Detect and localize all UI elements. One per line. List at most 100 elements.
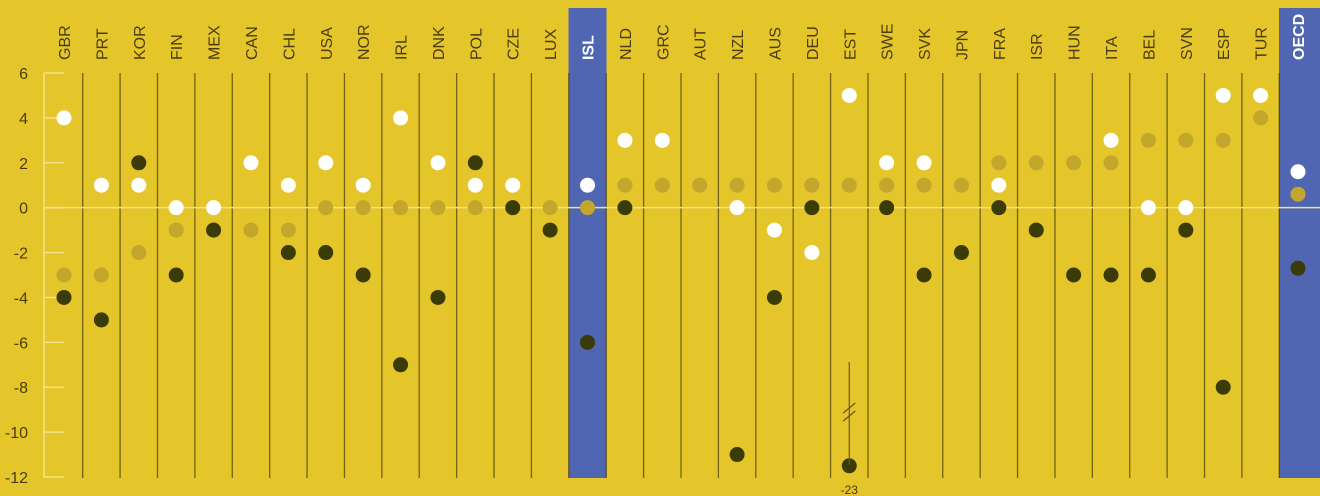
point-light-kor — [131, 245, 147, 261]
category-label-nzl: NZL — [730, 30, 747, 60]
data-points — [56, 87, 1306, 474]
category-label-aut: AUT — [693, 28, 710, 60]
highlight-band-oecd — [1279, 8, 1320, 478]
point-white-irl — [393, 110, 409, 126]
y-tick-label: 0 — [19, 201, 28, 218]
point-dark-nzl — [729, 447, 745, 463]
point-white-est — [841, 87, 857, 103]
point-dark-kor — [131, 155, 147, 171]
point-white-aus — [766, 222, 782, 238]
point-white-nzl — [729, 200, 745, 216]
point-dark-pol — [467, 155, 483, 171]
point-dark-isr — [1028, 222, 1044, 238]
category-label-kor: KOR — [132, 25, 149, 60]
category-label-hun: HUN — [1067, 25, 1084, 60]
point-light-nzl — [729, 177, 745, 193]
point-white-fra — [991, 177, 1007, 193]
point-white-usa — [318, 155, 334, 171]
category-label-nld: NLD — [618, 28, 635, 60]
point-white-svk — [916, 155, 932, 171]
point-light-nld — [617, 177, 633, 193]
y-tick-label: -10 — [5, 425, 28, 442]
point-white-cze — [505, 177, 521, 193]
point-light-chl — [280, 222, 296, 238]
category-label-est: EST — [842, 29, 859, 60]
y-tick-label: -8 — [14, 380, 28, 397]
point-dark-cze — [505, 200, 521, 216]
point-white-nor — [355, 177, 371, 193]
category-label-oecd: OECD — [1291, 14, 1308, 60]
category-label-fra: FRA — [992, 28, 1009, 60]
point-dark-est — [841, 458, 857, 474]
category-label-jpn: JPN — [954, 30, 971, 60]
point-white-isl — [580, 177, 596, 193]
category-label-isl: ISL — [581, 35, 598, 60]
point-white-chl — [280, 177, 296, 193]
point-dark-nld — [617, 200, 633, 216]
point-dark-swe — [879, 200, 895, 216]
point-light-lux — [542, 200, 558, 216]
point-white-can — [243, 155, 259, 171]
category-label-pol: POL — [468, 28, 485, 60]
point-light-dnk — [430, 200, 446, 216]
category-label-deu: DEU — [805, 26, 822, 60]
point-white-tur — [1253, 87, 1269, 103]
point-light-can — [243, 222, 259, 238]
point-light-usa — [318, 200, 334, 216]
y-tick-label: 2 — [19, 156, 28, 173]
annotations: -23 — [841, 362, 858, 496]
category-label-prt: PRT — [94, 28, 111, 60]
category-label-fin: FIN — [169, 34, 186, 60]
category-label-aus: AUS — [767, 27, 784, 60]
y-tick-label: -4 — [14, 290, 28, 307]
category-label-svk: SVK — [917, 28, 934, 60]
category-label-tur: TUR — [1254, 27, 1271, 60]
point-dark-gbr — [56, 289, 72, 305]
point-light-grc — [654, 177, 670, 193]
point-light-oecd — [1290, 186, 1306, 202]
point-dark-mex — [206, 222, 222, 238]
point-white-mex — [206, 200, 222, 216]
category-label-usa: USA — [319, 27, 336, 60]
point-white-prt — [93, 177, 109, 193]
point-light-irl — [393, 200, 409, 216]
point-white-deu — [804, 245, 820, 261]
point-light-bel — [1140, 132, 1156, 148]
point-dark-bel — [1140, 267, 1156, 283]
category-label-mex: MEX — [207, 25, 224, 60]
point-light-prt — [93, 267, 109, 283]
point-dark-jpn — [953, 245, 969, 261]
category-label-chl: CHL — [281, 28, 298, 60]
point-light-pol — [467, 200, 483, 216]
category-label-dnk: DNK — [431, 26, 448, 60]
point-dark-prt — [93, 312, 109, 328]
point-dark-deu — [804, 200, 820, 216]
highlight-band-isl — [568, 8, 607, 478]
y-tick-label: 6 — [19, 66, 28, 83]
point-white-dnk — [430, 155, 446, 171]
point-light-nor — [355, 200, 371, 216]
highlight-layer — [568, 8, 1320, 478]
point-dark-esp — [1215, 379, 1231, 395]
point-light-hun — [1066, 155, 1082, 171]
y-tick-label: -12 — [5, 470, 28, 487]
point-dark-aus — [766, 289, 782, 305]
category-label-esp: ESP — [1216, 28, 1233, 60]
category-label-nor: NOR — [356, 24, 373, 60]
point-dark-usa — [318, 245, 334, 261]
point-dark-dnk — [430, 289, 446, 305]
category-label-ita: ITA — [1104, 36, 1121, 60]
category-label-isr: ISR — [1029, 33, 1046, 60]
point-light-fin — [168, 222, 184, 238]
point-dark-isl — [580, 334, 596, 350]
point-light-isl — [580, 200, 596, 216]
point-white-ita — [1103, 132, 1119, 148]
point-dark-svk — [916, 267, 932, 283]
point-white-nld — [617, 132, 633, 148]
point-white-bel — [1140, 200, 1156, 216]
point-light-esp — [1215, 132, 1231, 148]
category-label-grc: GRC — [655, 24, 672, 60]
y-tick-label: 4 — [19, 111, 28, 128]
point-white-swe — [879, 155, 895, 171]
